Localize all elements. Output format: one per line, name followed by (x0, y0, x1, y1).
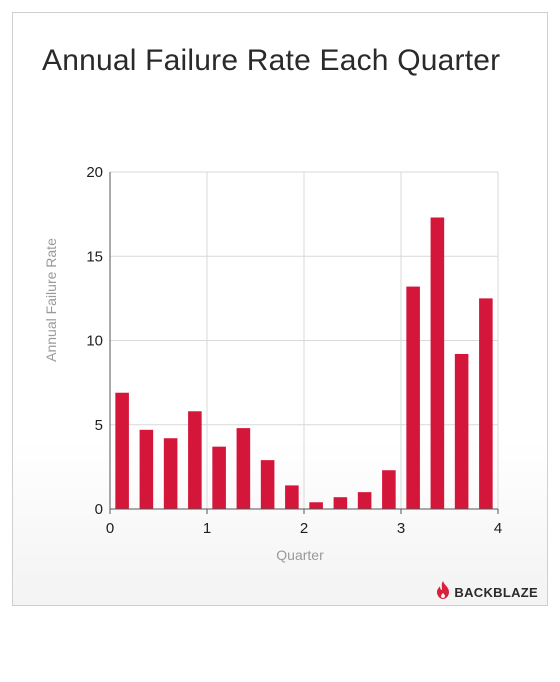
bar (382, 470, 396, 509)
bar (333, 497, 348, 509)
x-tick-label: 4 (494, 520, 502, 537)
bar (163, 438, 178, 509)
x-tick-label: 2 (300, 520, 308, 537)
x-tick-label: 0 (106, 520, 114, 537)
chart-title: Annual Failure Rate Each Quarter (42, 44, 501, 77)
bar (430, 217, 445, 509)
x-axis-label: Quarter (276, 547, 324, 563)
bar (260, 460, 275, 509)
bar (454, 353, 469, 509)
y-tick-label: 10 (86, 333, 103, 350)
bar (357, 492, 372, 509)
bar (188, 411, 202, 509)
bar (212, 446, 226, 509)
x-tick-label: 3 (397, 520, 405, 537)
bar (309, 502, 323, 509)
y-tick-label: 20 (86, 164, 103, 181)
axes (109, 172, 499, 514)
bar (285, 485, 299, 509)
bar (139, 429, 154, 509)
y-axis-label: Annual Failure Rate (43, 238, 59, 362)
brand-name: BACKBLAZE (454, 585, 538, 600)
bar (406, 286, 420, 509)
x-tick-label: 1 (203, 520, 211, 537)
bar (236, 428, 251, 509)
bars (115, 217, 493, 509)
bar (115, 392, 129, 509)
brand-logo: BACKBLAZE (436, 581, 538, 604)
y-tick-label: 0 (95, 501, 103, 518)
tick-labels: 0 5 10 15 20 0 1 2 3 4 (86, 164, 502, 537)
y-tick-label: 5 (95, 417, 103, 434)
bar (479, 298, 493, 509)
flame-icon (436, 581, 450, 604)
y-tick-label: 15 (86, 248, 103, 265)
